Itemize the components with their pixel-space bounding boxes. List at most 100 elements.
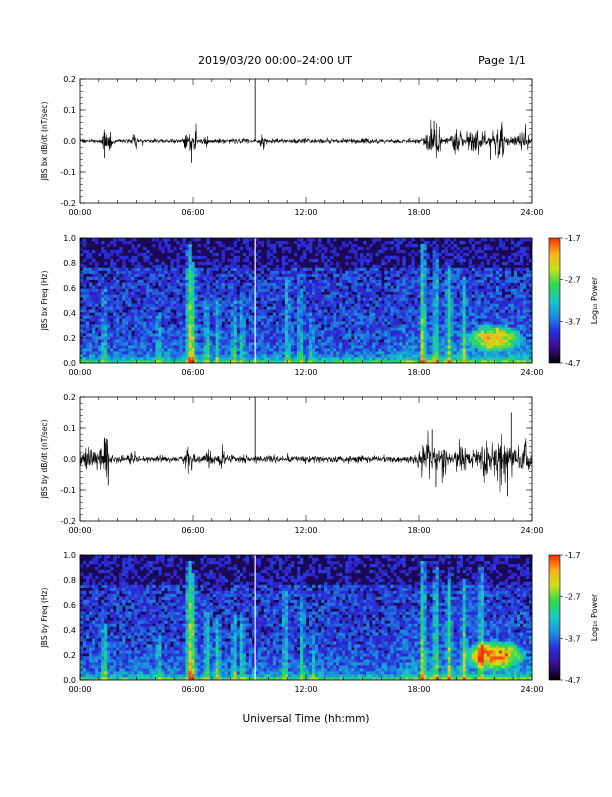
spectrogram-cell <box>402 238 405 241</box>
spectrogram-cell <box>502 244 505 247</box>
spectrogram-cell <box>514 330 517 333</box>
spectrogram-cell <box>517 268 520 271</box>
spectrogram-cell <box>354 256 357 259</box>
spectrogram-cell <box>243 324 246 327</box>
spectrogram-cell <box>143 268 146 271</box>
spectrogram-cell <box>469 241 472 244</box>
spectrogram-cell <box>98 318 101 321</box>
spectrogram-cell <box>179 312 182 315</box>
spectrogram-cell <box>375 283 378 286</box>
spectrogram-cell <box>176 351 179 354</box>
spectrogram-cell <box>505 283 508 286</box>
spectrogram-cell <box>219 330 222 333</box>
spectrogram-cell <box>333 301 336 304</box>
spectrogram-cell <box>475 327 478 330</box>
spectrogram-cell <box>327 336 330 339</box>
spectrogram-cell <box>463 286 466 289</box>
spectrogram-cell <box>246 336 249 339</box>
spectrogram-cell <box>369 324 372 327</box>
spectrogram-cell <box>430 309 433 312</box>
spectrogram-cell <box>119 351 122 354</box>
spectrogram-cell <box>219 306 222 309</box>
spectrogram-cell <box>427 286 430 289</box>
spectrogram-cell <box>288 271 291 274</box>
spectrogram-cell <box>309 321 312 324</box>
spectrogram-cell <box>185 324 188 327</box>
spectrogram-cell <box>411 342 414 345</box>
spectrogram-cell <box>366 286 369 289</box>
spectrogram-cell <box>119 247 122 250</box>
spectrogram-cell <box>207 330 210 333</box>
spectrogram-cell <box>198 348 201 351</box>
spectrogram-cell <box>237 268 240 271</box>
spectrogram-cell <box>201 292 204 295</box>
spectrogram-cell <box>201 336 204 339</box>
spectrogram-cell <box>327 342 330 345</box>
spectrogram-cell <box>300 357 303 360</box>
spectrogram-cell <box>463 247 466 250</box>
spectrogram-cell <box>493 292 496 295</box>
spectrogram-cell <box>469 321 472 324</box>
spectrogram-cell <box>309 247 312 250</box>
spectrogram-cell <box>433 312 436 315</box>
spectrogram-cell <box>460 330 463 333</box>
spectrogram-cell <box>324 318 327 321</box>
spectrogram-cell <box>357 301 360 304</box>
spectrogram-cell <box>460 312 463 315</box>
spectrogram-cell <box>490 286 493 289</box>
spectrogram-cell <box>321 357 324 360</box>
spectrogram-cell <box>333 354 336 357</box>
spectrogram-cell <box>505 295 508 298</box>
spectrogram-cell <box>228 271 231 274</box>
spectrogram-cell <box>327 357 330 360</box>
spectrogram-cell <box>273 283 276 286</box>
spectrogram-cell <box>195 298 198 301</box>
spectrogram-cell <box>161 315 164 318</box>
spectrogram-cell <box>282 262 285 265</box>
spectrogram-cell <box>95 342 98 345</box>
spectrogram-cell <box>101 292 104 295</box>
spectrogram-cell <box>460 286 463 289</box>
spectrogram-cell <box>282 357 285 360</box>
spectrogram-cell <box>98 298 101 301</box>
spectrogram-cell <box>436 339 439 342</box>
spectrogram-cell <box>297 327 300 330</box>
spectrogram-cell <box>152 289 155 292</box>
spectrogram-cell <box>176 357 179 360</box>
spectrogram-cell <box>167 238 170 241</box>
spectrogram-cell <box>191 321 194 324</box>
spectrogram-cell <box>113 301 116 304</box>
spectrogram-cell <box>375 295 378 298</box>
spectrogram-cell <box>216 348 219 351</box>
spectrogram-cell <box>188 259 191 262</box>
spectrogram-cell <box>505 306 508 309</box>
spectrogram-cell <box>309 351 312 354</box>
spectrogram-cell <box>372 327 375 330</box>
spectrogram-cell <box>167 351 170 354</box>
spectrogram-cell <box>261 303 264 306</box>
spectrogram-cell <box>264 309 267 312</box>
spectrogram-cell <box>149 333 152 336</box>
spectrogram-cell <box>95 330 98 333</box>
spectrogram-cell <box>182 351 185 354</box>
spectrogram-cell <box>104 351 107 354</box>
spectrogram-cell <box>143 342 146 345</box>
spectrogram-cell <box>182 298 185 301</box>
spectrogram-cell <box>417 345 420 348</box>
spectrogram-cell <box>182 312 185 315</box>
spectrogram-cell <box>514 354 517 357</box>
spectrogram-cell <box>119 324 122 327</box>
spectrogram-cell <box>195 289 198 292</box>
spectrogram-cell <box>478 280 481 283</box>
spectrogram-cell <box>309 250 312 253</box>
spectrogram-cell <box>143 354 146 357</box>
spectrogram-cell <box>291 259 294 262</box>
spectrogram-cell <box>198 345 201 348</box>
spectrogram-cell <box>228 336 231 339</box>
spectrogram-cell <box>198 262 201 265</box>
spectrogram-cell <box>463 241 466 244</box>
spectrogram-cell <box>357 330 360 333</box>
spectrogram-cell <box>357 321 360 324</box>
spectrogram-cell <box>191 342 194 345</box>
spectrogram-cell <box>270 336 273 339</box>
